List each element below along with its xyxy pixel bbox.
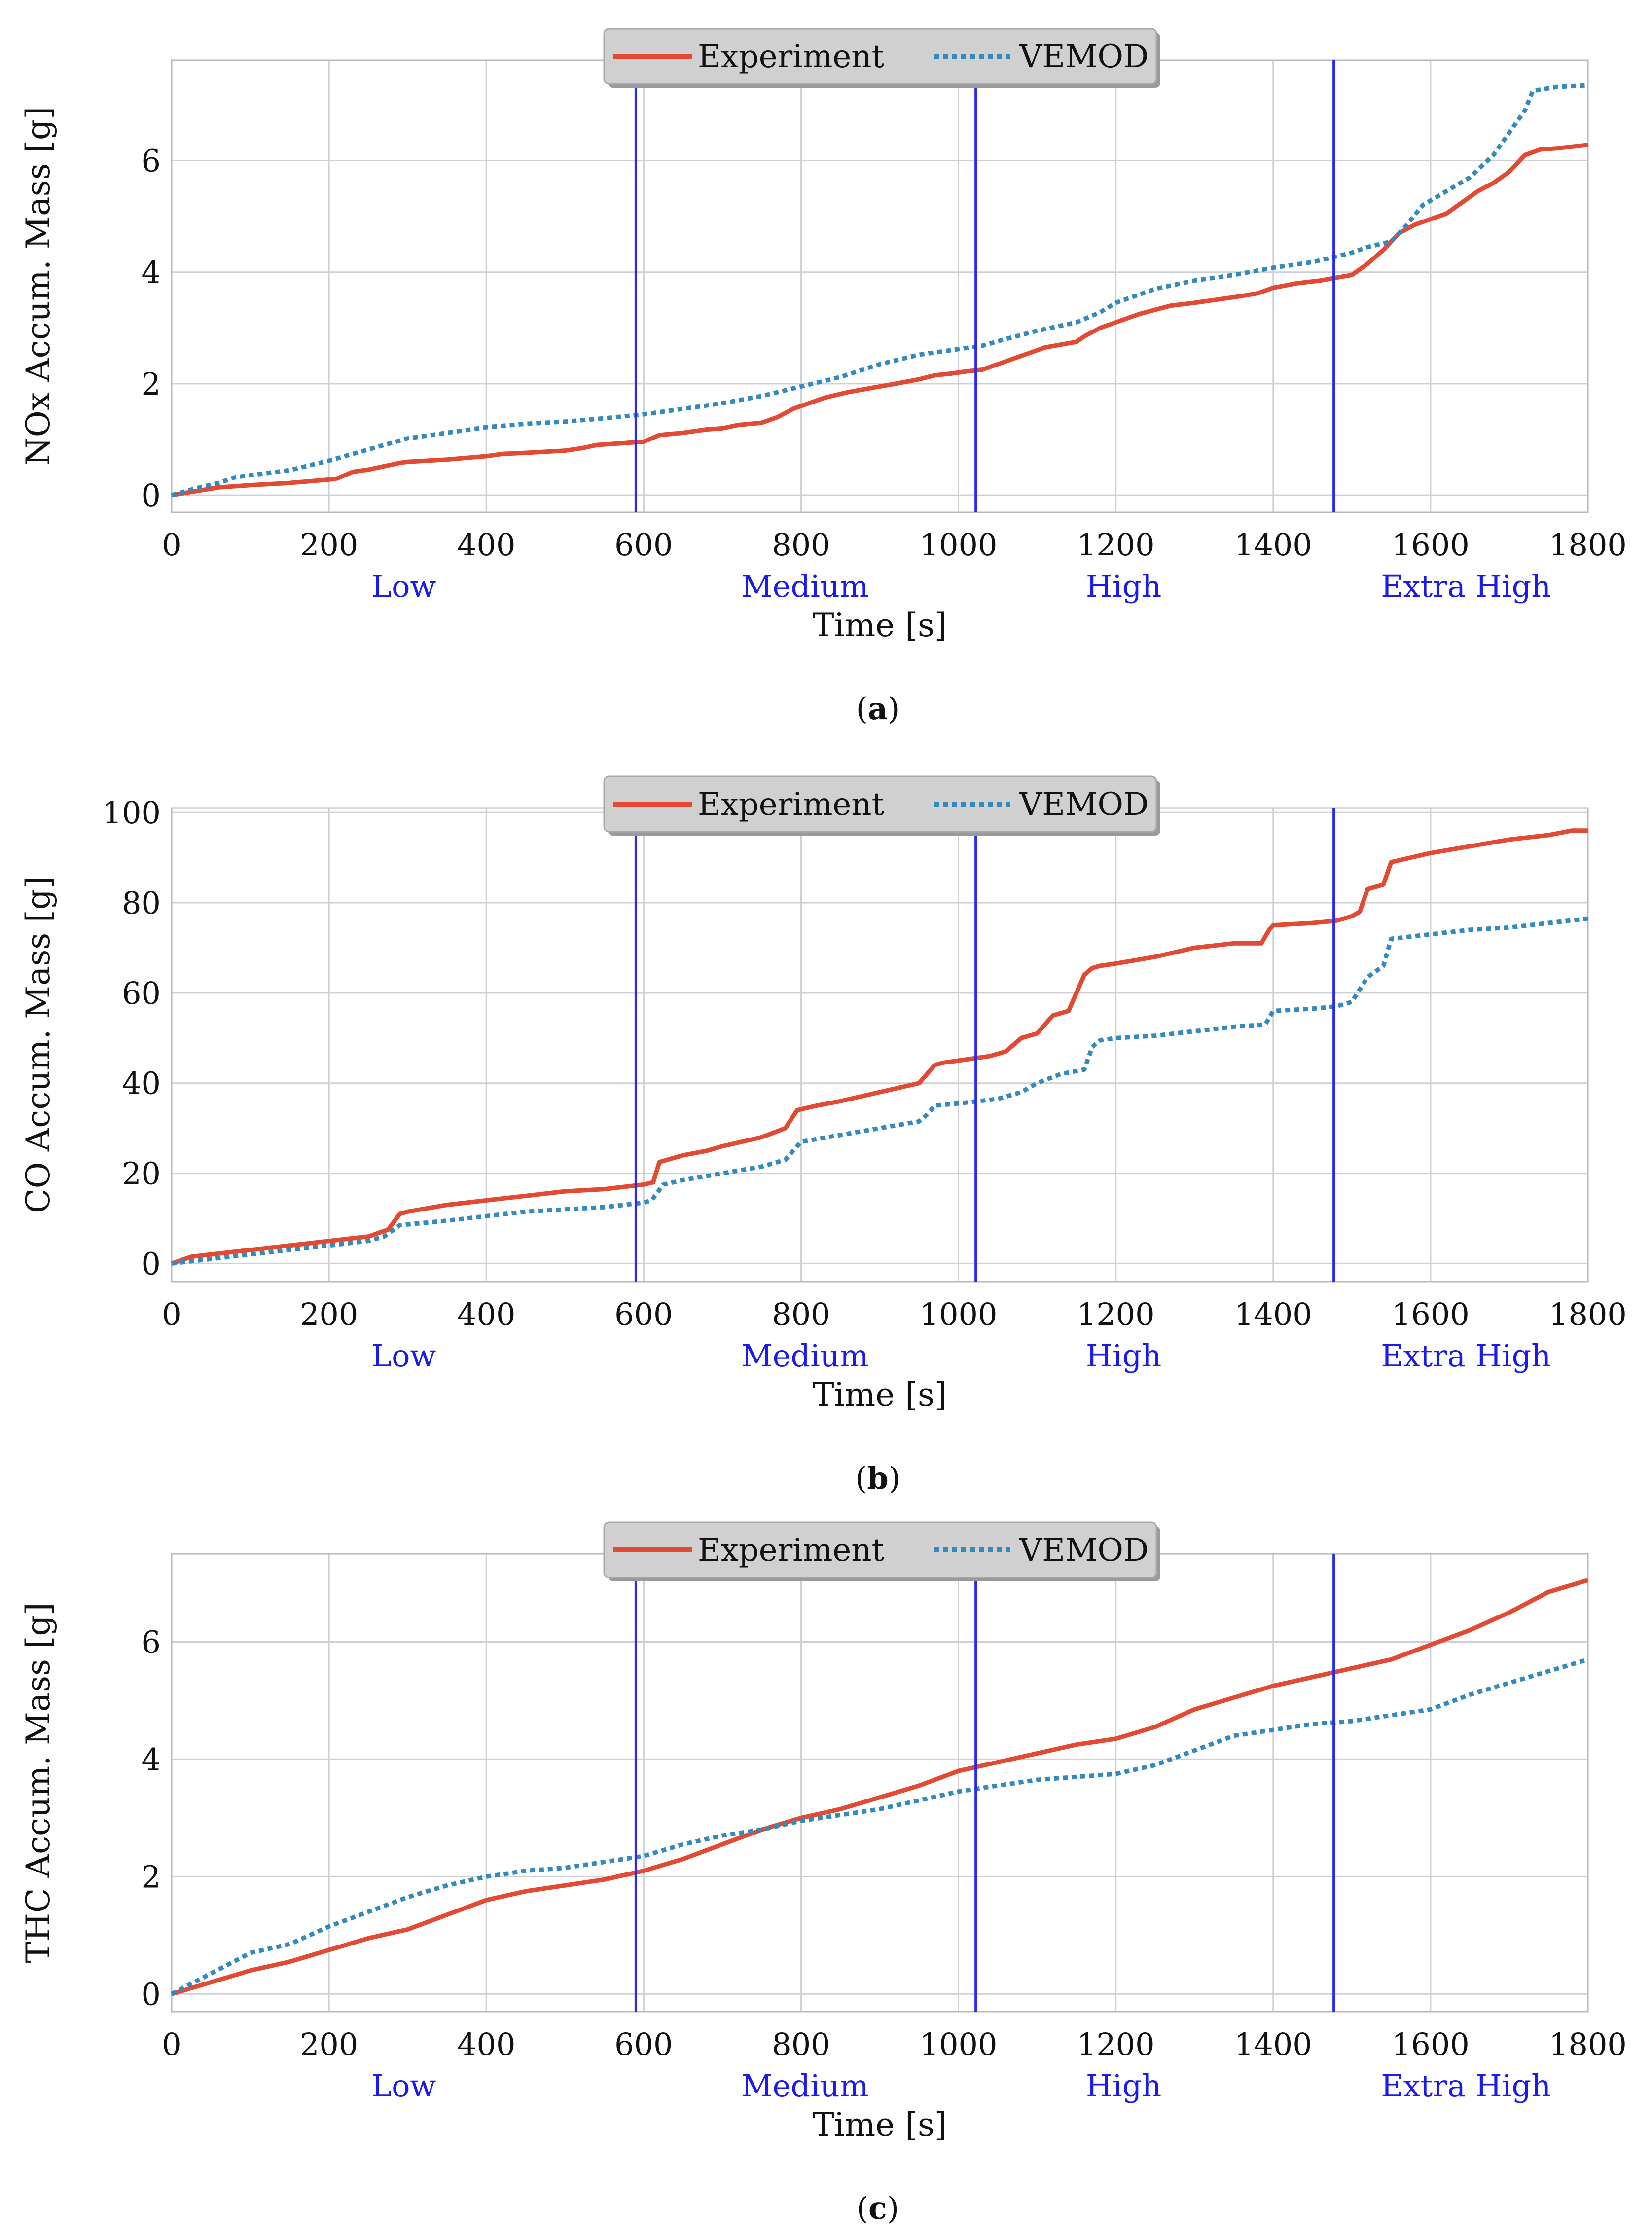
caption-letter: c <box>868 2190 887 2226</box>
x-tick-label: 800 <box>772 1296 830 1332</box>
x-tick-label: 600 <box>614 2026 673 2062</box>
y-tick-label: 60 <box>122 975 161 1011</box>
phase-label: Low <box>371 568 436 604</box>
x-tick-label: 200 <box>300 1296 358 1332</box>
x-axis-label: Time [s] <box>812 1376 947 1414</box>
plot-area <box>172 808 1588 1282</box>
caption-letter: a <box>868 691 888 727</box>
x-tick-label: 1400 <box>1234 1296 1312 1332</box>
x-tick-label: 1000 <box>920 1296 998 1332</box>
x-tick-label: 400 <box>457 527 515 563</box>
phase-label: Extra High <box>1381 1338 1551 1374</box>
legend-experiment-label: Experiment <box>698 38 885 75</box>
y-tick-label: 2 <box>142 366 161 402</box>
chart-panel-c: 0 200 400 600 800 1000 1200 1400 1600 1800 0 2 4 6 Low… <box>19 1521 1627 2226</box>
x-tick-label: 800 <box>772 2026 830 2062</box>
x-axis-label: Time [s] <box>812 606 947 644</box>
x-tick-label: 400 <box>457 2026 515 2062</box>
experiment-series-line <box>171 143 1588 498</box>
y-tick-label: 0 <box>142 477 161 514</box>
plot-area <box>172 1554 1588 2012</box>
y-tick-label: 4 <box>142 255 161 291</box>
vemod-series-line <box>170 1657 1589 1996</box>
caption-close-paren: ) <box>888 691 899 727</box>
phase-label: High <box>1086 1338 1162 1374</box>
panel-caption: (c) <box>857 2190 899 2226</box>
panel-caption: (a) <box>856 691 900 727</box>
y-axis-label: THC Accum. Mass [g] <box>19 1602 57 1963</box>
x-tick-label: 1600 <box>1392 527 1470 563</box>
caption-open-paren: ( <box>857 2190 868 2226</box>
phase-label: Medium <box>741 1338 868 1374</box>
y-tick-label: 20 <box>122 1156 161 1192</box>
y-tick-label: 2 <box>142 1859 161 1895</box>
y-tick-label: 40 <box>122 1065 161 1101</box>
phase-label: Medium <box>741 568 868 604</box>
legend-vemod-label: VEMOD <box>1019 1532 1149 1569</box>
phase-label: High <box>1086 568 1162 604</box>
x-tick-label: 0 <box>162 527 181 563</box>
x-tick-label: 1600 <box>1392 2026 1470 2062</box>
legend-box <box>603 775 1157 833</box>
x-tick-label: 1800 <box>1549 527 1627 563</box>
x-tick-label: 600 <box>614 527 673 563</box>
phase-label: Extra High <box>1381 2068 1551 2104</box>
legend-box <box>603 1521 1157 1578</box>
x-axis-label: Time [s] <box>812 2106 947 2144</box>
caption-letter: b <box>867 1460 888 1496</box>
y-tick-label: 6 <box>142 1624 161 1660</box>
x-tick-label: 1400 <box>1234 2026 1312 2062</box>
x-tick-label: 0 <box>162 1296 181 1332</box>
caption-close-paren: ) <box>887 2190 899 2226</box>
x-tick-label: 200 <box>300 527 358 563</box>
panel-caption: (b) <box>855 1460 900 1496</box>
chart-panel-a: 0 200 400 600 800 1000 1200 1400 1600 1800 0 2 4 6 Low… <box>19 28 1627 727</box>
legend-experiment-label: Experiment <box>698 1532 885 1569</box>
caption-open-paren: ( <box>856 691 868 727</box>
caption-close-paren: ) <box>889 1460 900 1496</box>
phase-label: High <box>1086 2068 1162 2104</box>
phase-label: Medium <box>741 2068 868 2104</box>
x-tick-label: 1800 <box>1549 2026 1627 2062</box>
x-tick-label: 1200 <box>1077 2026 1155 2062</box>
x-tick-label: 1000 <box>920 2026 998 2062</box>
x-tick-label: 1200 <box>1077 1296 1155 1332</box>
x-tick-label: 1800 <box>1549 1296 1627 1332</box>
x-tick-label: 800 <box>772 527 830 563</box>
legend-box <box>603 28 1157 85</box>
y-axis-label: NOx Accum. Mass [g] <box>19 107 57 466</box>
vemod-series-line <box>171 83 1588 498</box>
vemod-series-line <box>171 916 1588 1266</box>
x-tick-label: 1400 <box>1234 527 1312 563</box>
x-tick-label: 1600 <box>1392 1296 1470 1332</box>
x-tick-label: 600 <box>614 1296 673 1332</box>
x-tick-label: 0 <box>162 2026 181 2062</box>
y-tick-label: 0 <box>142 1976 161 2012</box>
chart-panel-b: 0 200 400 600 800 1000 1200 1400 1600 1800 0 20 40 60… <box>19 775 1627 1496</box>
y-tick-label: 100 <box>103 795 161 831</box>
phase-label: Low <box>371 2068 436 2104</box>
legend-experiment-label: Experiment <box>698 786 885 823</box>
y-tick-label: 80 <box>122 885 161 921</box>
legend-vemod-label: VEMOD <box>1019 786 1149 823</box>
plot-area <box>172 60 1588 512</box>
caption-open-paren: ( <box>855 1460 867 1496</box>
x-tick-label: 200 <box>300 2026 358 2062</box>
y-axis-label: CO Accum. Mass [g] <box>19 876 57 1213</box>
experiment-series-line <box>171 1578 1589 1996</box>
y-tick-label: 0 <box>142 1246 161 1282</box>
experiment-series-line <box>171 828 1588 1266</box>
x-tick-label: 1200 <box>1077 527 1155 563</box>
y-tick-label: 4 <box>142 1741 161 1777</box>
phase-label: Low <box>371 1338 436 1374</box>
x-tick-label: 400 <box>457 1296 515 1332</box>
x-tick-label: 1000 <box>920 527 998 563</box>
phase-label: Extra High <box>1381 568 1551 604</box>
y-tick-label: 6 <box>142 143 161 179</box>
legend-vemod-label: VEMOD <box>1019 38 1149 75</box>
